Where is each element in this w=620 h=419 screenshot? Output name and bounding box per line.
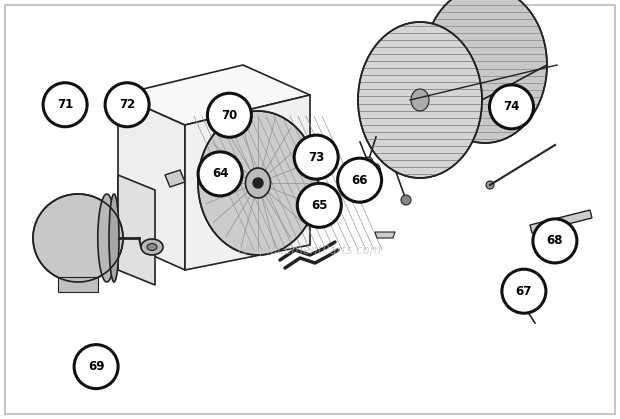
Polygon shape xyxy=(165,170,185,187)
Text: 65: 65 xyxy=(311,199,327,212)
Circle shape xyxy=(338,158,381,202)
Text: 69: 69 xyxy=(88,360,104,373)
Ellipse shape xyxy=(373,164,381,186)
Polygon shape xyxy=(118,95,185,270)
Circle shape xyxy=(401,195,411,205)
Text: 66: 66 xyxy=(352,173,368,187)
Ellipse shape xyxy=(141,239,163,255)
Circle shape xyxy=(253,178,263,188)
Ellipse shape xyxy=(98,194,116,282)
Text: 68: 68 xyxy=(547,234,563,248)
Ellipse shape xyxy=(411,89,429,111)
Ellipse shape xyxy=(246,168,270,198)
Text: 67: 67 xyxy=(516,285,532,298)
Text: 74: 74 xyxy=(503,100,520,114)
Ellipse shape xyxy=(33,194,123,282)
Circle shape xyxy=(490,85,533,129)
Text: 72: 72 xyxy=(119,98,135,111)
Circle shape xyxy=(360,170,370,180)
Ellipse shape xyxy=(147,243,157,251)
Circle shape xyxy=(298,183,341,228)
Text: 73: 73 xyxy=(308,150,324,164)
Polygon shape xyxy=(185,95,310,270)
Polygon shape xyxy=(118,175,155,285)
Ellipse shape xyxy=(423,0,547,143)
Polygon shape xyxy=(375,232,395,238)
Circle shape xyxy=(294,135,338,179)
Text: eReplacementParts.com: eReplacementParts.com xyxy=(238,243,382,256)
Polygon shape xyxy=(118,65,310,125)
FancyBboxPatch shape xyxy=(5,5,615,414)
Text: 70: 70 xyxy=(221,109,237,122)
Circle shape xyxy=(533,219,577,263)
Ellipse shape xyxy=(506,284,534,306)
Circle shape xyxy=(43,83,87,127)
Ellipse shape xyxy=(358,22,482,178)
Circle shape xyxy=(486,181,494,189)
Ellipse shape xyxy=(349,179,369,192)
Circle shape xyxy=(74,344,118,389)
Ellipse shape xyxy=(349,158,369,171)
Text: 64: 64 xyxy=(212,167,228,181)
Circle shape xyxy=(198,152,242,196)
Polygon shape xyxy=(530,210,592,233)
Circle shape xyxy=(208,93,251,137)
Circle shape xyxy=(502,269,546,313)
Polygon shape xyxy=(58,277,98,292)
Text: 71: 71 xyxy=(57,98,73,111)
Ellipse shape xyxy=(109,194,119,282)
Circle shape xyxy=(363,157,373,167)
Ellipse shape xyxy=(198,111,318,255)
Circle shape xyxy=(105,83,149,127)
Ellipse shape xyxy=(513,290,527,300)
